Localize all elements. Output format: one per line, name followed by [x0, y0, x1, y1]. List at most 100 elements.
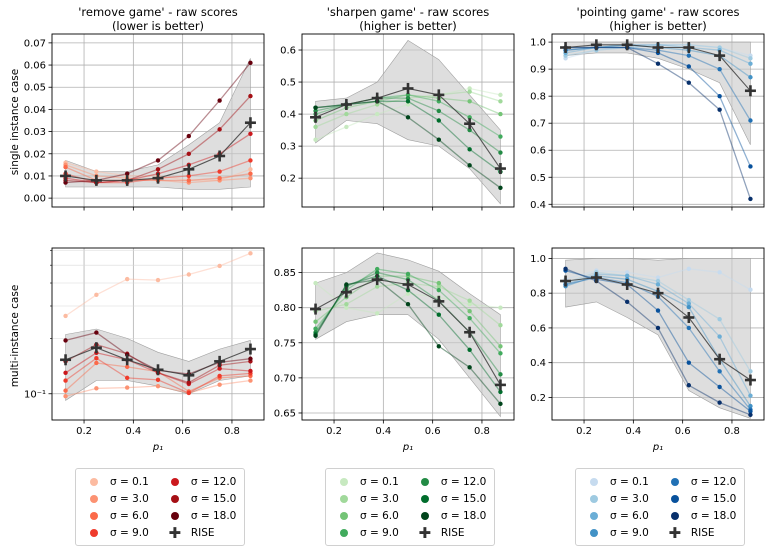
- series-point: [248, 171, 253, 176]
- series-point: [94, 169, 99, 174]
- series-point: [63, 313, 68, 319]
- legend-label: RISE: [690, 527, 715, 539]
- y-tick-label: 0.8: [530, 92, 546, 103]
- series-point: [498, 99, 503, 104]
- chart-pointing-single: 0.4 0.5 0.6 0.7 0.8 0.9 1.0 'pointing game' - r…: [530, 5, 765, 211]
- dot-icon: [165, 512, 185, 520]
- series-point: [313, 319, 318, 324]
- series-point: [686, 266, 692, 272]
- series-point: [344, 282, 349, 287]
- rise-marker: [560, 275, 572, 287]
- series-point: [155, 158, 161, 163]
- series-point: [498, 401, 503, 407]
- series-point: [217, 373, 222, 379]
- legend-label: σ = 18.0: [440, 510, 487, 522]
- series-point: [624, 270, 630, 275]
- x-tick-label: 0.2: [326, 426, 342, 437]
- series-point: [748, 287, 753, 292]
- rise-marker: [402, 82, 414, 94]
- y-tick-label: 0.07: [24, 38, 46, 49]
- series-point: [748, 403, 753, 409]
- series-point: [467, 99, 472, 104]
- series-point: [155, 383, 161, 389]
- series-point: [344, 124, 349, 130]
- legend-dot: [340, 495, 348, 503]
- y-tick-label: 0.3: [280, 142, 296, 153]
- legend-item: σ = 12.0: [415, 474, 486, 490]
- series-point: [217, 175, 222, 181]
- legend-label: σ = 3.0: [110, 493, 149, 505]
- legend-item: σ = 12.0: [165, 474, 237, 490]
- series-point: [467, 86, 472, 91]
- rise-marker: [121, 354, 133, 366]
- legend-dot: [590, 512, 598, 520]
- series-point: [63, 378, 68, 383]
- series-point: [63, 393, 68, 399]
- dot-icon: [84, 512, 104, 520]
- legend-label: σ = 15.0: [440, 493, 487, 505]
- series-point: [467, 308, 472, 314]
- legend-label: σ = 12.0: [190, 476, 237, 488]
- legend-item: σ = 3.0: [584, 491, 649, 507]
- series-point: [686, 383, 692, 388]
- series-point: [748, 393, 753, 398]
- dot-icon: [415, 478, 435, 486]
- series-point: [374, 284, 380, 289]
- rise-marker: [183, 163, 195, 175]
- series-point: [124, 276, 130, 282]
- rise-marker: [310, 303, 322, 315]
- series-point: [748, 196, 753, 202]
- rise-marker: [402, 279, 414, 291]
- legend-dot: [90, 529, 98, 537]
- axes-frame: [51, 247, 265, 421]
- series-point: [436, 137, 442, 142]
- legend-label: σ = 9.0: [110, 527, 149, 539]
- x-tick-label: 0.2: [76, 426, 92, 437]
- series-point: [655, 282, 661, 287]
- chart-title: 'sharpen game' - raw scores: [327, 5, 490, 19]
- series-point: [436, 108, 442, 114]
- series-point: [344, 305, 349, 310]
- series-point: [686, 304, 692, 310]
- rise-marker: [340, 98, 352, 110]
- y-tick-label: 10⁻¹: [24, 389, 46, 400]
- series-point: [186, 390, 192, 396]
- legend-dot: [340, 529, 348, 537]
- rise-marker: [90, 174, 102, 186]
- axes-frame: [301, 33, 515, 208]
- legend-label: σ = 9.0: [610, 527, 649, 539]
- y-tick-label: 0.03: [24, 127, 46, 138]
- legend-label: σ = 18.0: [690, 510, 737, 522]
- dot-icon: [584, 512, 604, 520]
- legend-dot: [170, 478, 179, 486]
- legend-label: σ = 18.0: [190, 510, 237, 522]
- dot-icon: [334, 478, 354, 486]
- rise-marker: [464, 326, 476, 338]
- legend-dot: [420, 478, 429, 486]
- y-tick-label: 0.05: [24, 83, 46, 94]
- x-tick-label: 0.6: [425, 426, 441, 437]
- series-line-0: [65, 252, 251, 317]
- series-point: [467, 89, 472, 94]
- x-tick-label: 0.6: [675, 426, 691, 437]
- series-point: [717, 107, 722, 112]
- y-tick-label: 0.8: [530, 289, 546, 300]
- legend-dot: [420, 495, 429, 503]
- series-point: [94, 356, 99, 361]
- series-point: [313, 326, 318, 331]
- series-point: [624, 273, 630, 278]
- series-point: [686, 80, 692, 85]
- legend-label: σ = 15.0: [190, 493, 237, 505]
- series-point: [467, 298, 472, 303]
- series-point: [186, 178, 192, 183]
- dot-icon: [84, 478, 104, 486]
- x-tick-label: 0.6: [175, 426, 191, 437]
- y-tick-label: 0.80: [274, 303, 296, 314]
- y-tick-label: 0.6: [530, 146, 546, 157]
- series-point: [248, 158, 253, 163]
- legend-item: σ = 9.0: [84, 525, 149, 541]
- dot-icon: [584, 529, 604, 537]
- dot-icon: [415, 512, 435, 520]
- series-point: [717, 369, 722, 374]
